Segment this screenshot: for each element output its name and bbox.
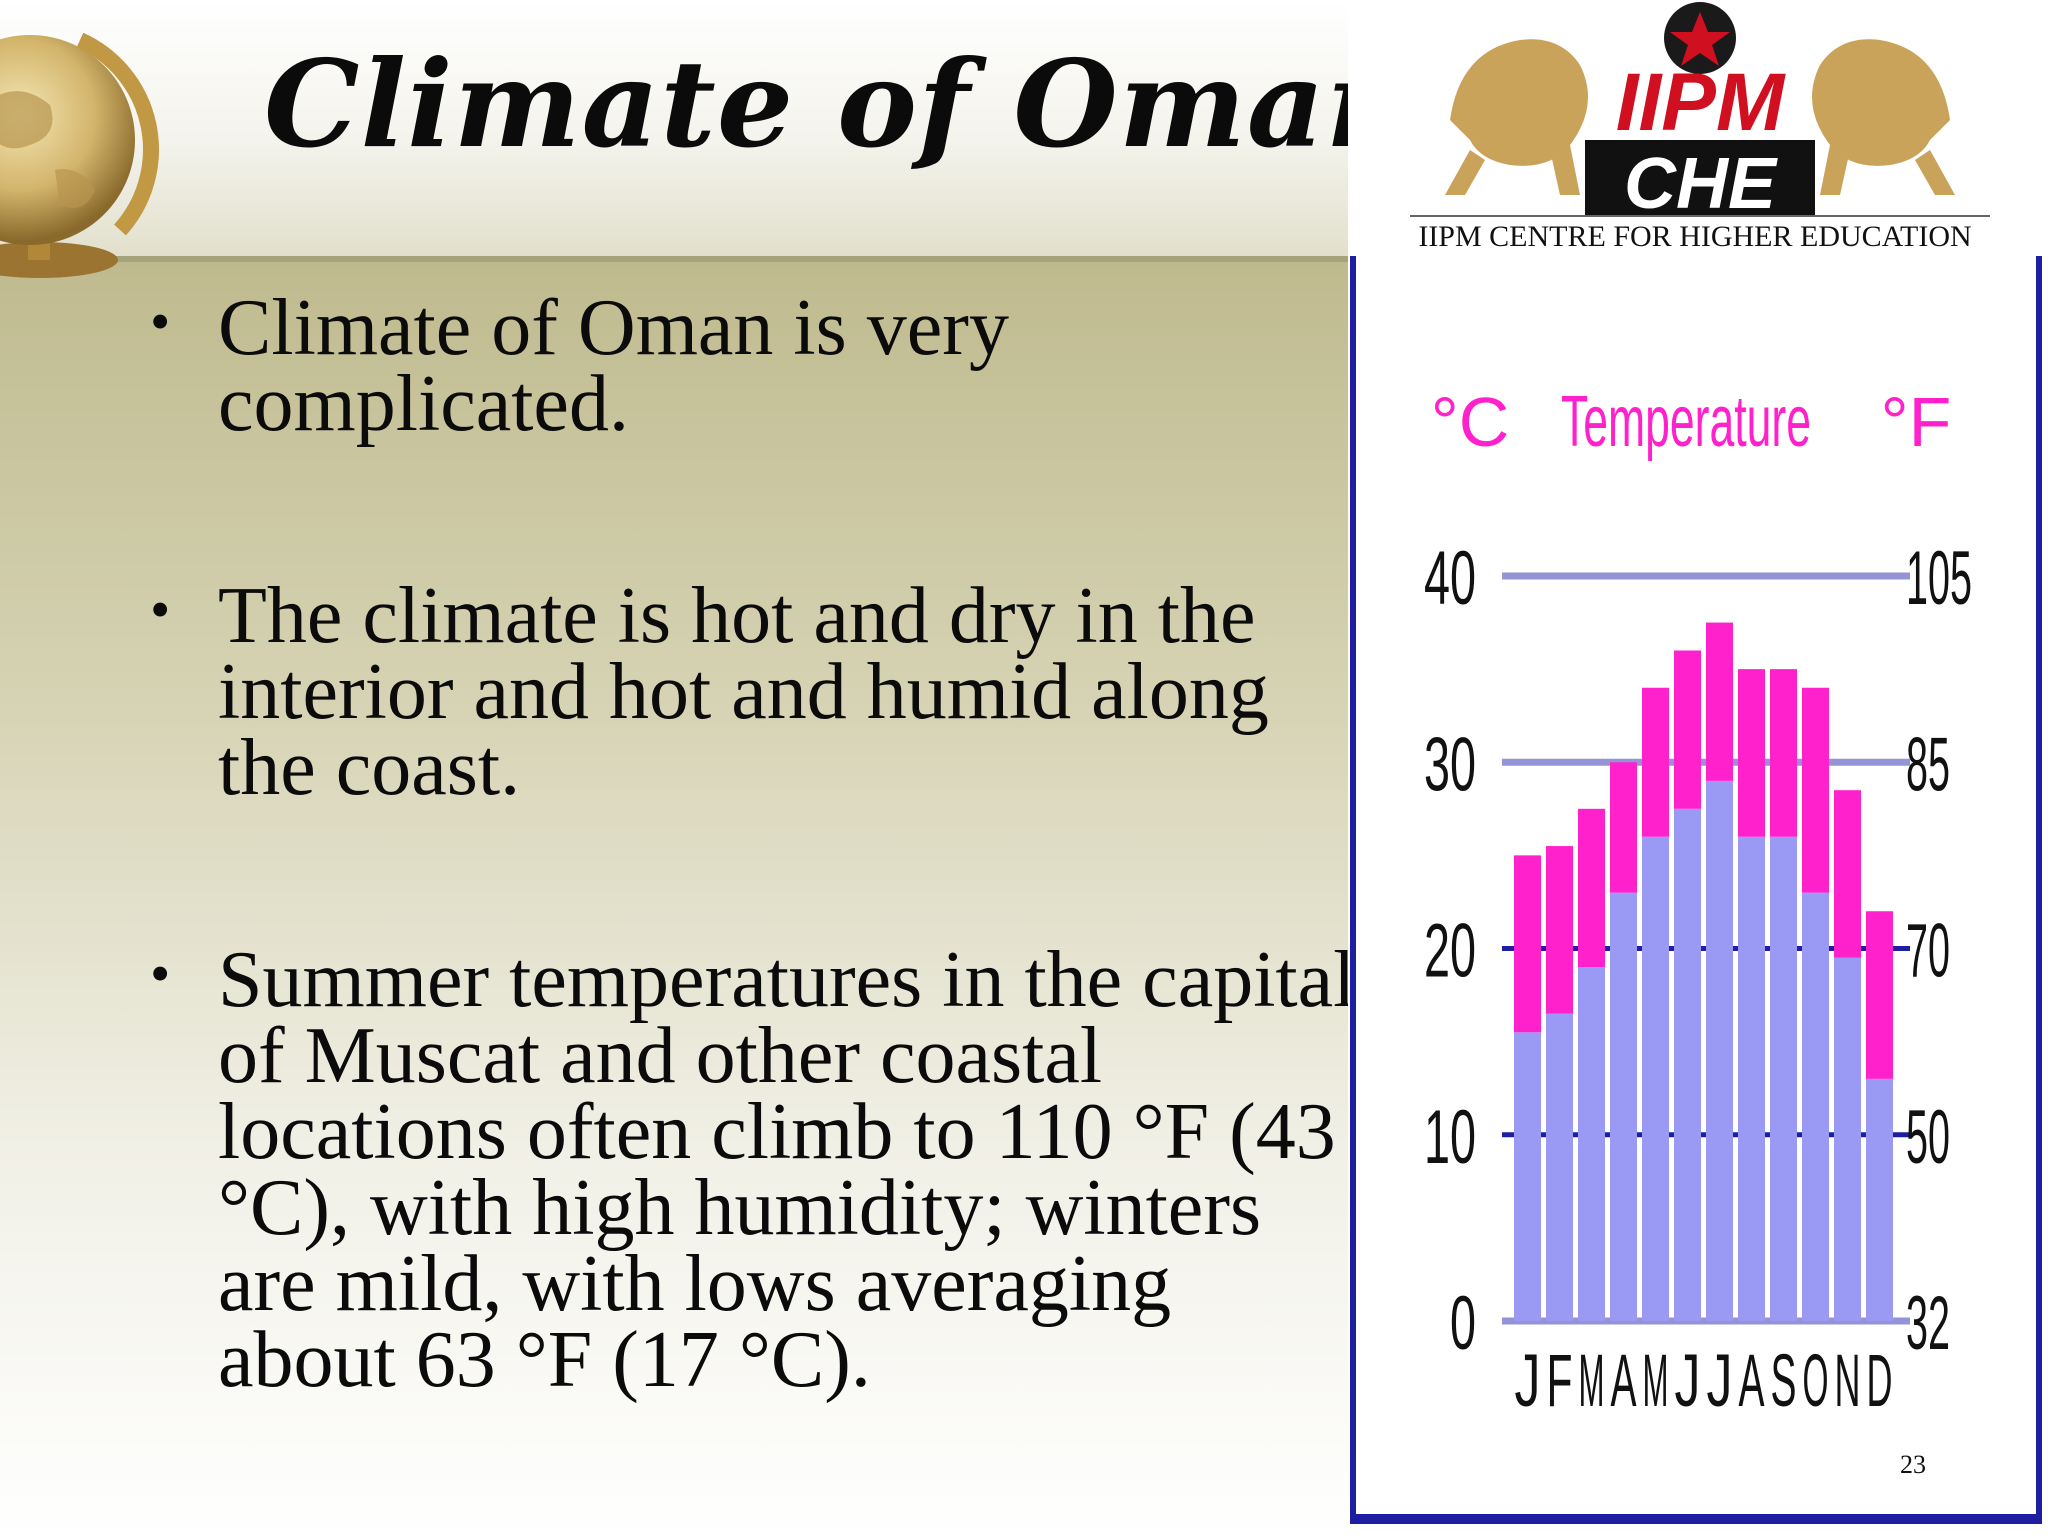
bar-min bbox=[1610, 892, 1637, 1321]
bar-min bbox=[1546, 1013, 1573, 1321]
bar-max bbox=[1834, 790, 1861, 958]
month-label: O bbox=[1803, 1339, 1829, 1422]
bar-min bbox=[1642, 836, 1669, 1321]
month-label: N bbox=[1835, 1339, 1861, 1422]
month-label: A bbox=[1611, 1339, 1637, 1422]
slide-title: Climate of Oman bbox=[264, 34, 1414, 175]
month-label: J bbox=[1707, 1339, 1733, 1422]
month-label: J bbox=[1675, 1339, 1701, 1422]
bar-min bbox=[1866, 1078, 1893, 1321]
month-label: M bbox=[1579, 1339, 1605, 1422]
bar-max bbox=[1770, 669, 1797, 837]
left-tick-label: 0 bbox=[1450, 1281, 1476, 1366]
bar-min bbox=[1802, 892, 1829, 1321]
right-tick-label: 105 bbox=[1906, 536, 1972, 621]
bar-min bbox=[1578, 967, 1605, 1321]
page-number: 23 bbox=[1900, 1450, 1926, 1479]
bar-min bbox=[1674, 808, 1701, 1321]
right-unit-label: °F bbox=[1881, 383, 1952, 461]
bar-max bbox=[1738, 669, 1765, 837]
title-band bbox=[0, 0, 1348, 262]
month-label: M bbox=[1643, 1339, 1669, 1422]
chart-title: Temperature bbox=[1561, 382, 1811, 462]
right-tick-label: 32 bbox=[1906, 1281, 1950, 1366]
bar-min bbox=[1514, 1032, 1541, 1321]
month-label: S bbox=[1771, 1339, 1797, 1422]
logo-text-bottom: CHE bbox=[1624, 144, 1778, 220]
bar-min bbox=[1834, 957, 1861, 1321]
bar-max bbox=[1706, 622, 1733, 781]
bar-max bbox=[1578, 808, 1605, 968]
bullet-item: Summer temperatures in the capital of Mu… bbox=[150, 936, 1358, 1400]
bullet-list: Climate of Oman is very complicated. The… bbox=[150, 284, 1355, 1534]
bar-max bbox=[1674, 650, 1701, 809]
bar-max bbox=[1546, 846, 1573, 1014]
right-tick-label: 50 bbox=[1906, 1095, 1950, 1180]
month-label: J bbox=[1515, 1339, 1541, 1422]
left-tick-label: 40 bbox=[1424, 536, 1476, 621]
logo-text-top: IIPM bbox=[1616, 57, 1786, 148]
right-tick-label: 85 bbox=[1906, 722, 1950, 807]
iipm-logo: IIPM CHE bbox=[1410, 2, 1990, 220]
bar-max bbox=[1514, 855, 1541, 1033]
bar-max bbox=[1802, 687, 1829, 893]
bullet-item: Climate of Oman is very complicated. bbox=[150, 284, 1078, 444]
bullet-item: The climate is hot and dry in the interi… bbox=[150, 572, 1358, 808]
left-tick-label: 20 bbox=[1424, 909, 1476, 994]
right-tick-label: 70 bbox=[1906, 909, 1950, 994]
bar-min bbox=[1738, 836, 1765, 1321]
month-label: D bbox=[1867, 1339, 1893, 1422]
bar-max bbox=[1610, 762, 1637, 893]
bar-min bbox=[1770, 836, 1797, 1321]
globe-icon bbox=[0, 32, 159, 278]
bar-max bbox=[1642, 687, 1669, 837]
logo-caption: IIPM CENTRE FOR HIGHER EDUCATION bbox=[1418, 220, 1972, 253]
left-unit-label: °C bbox=[1431, 383, 1510, 461]
month-label: A bbox=[1739, 1339, 1765, 1422]
bar-min bbox=[1706, 780, 1733, 1321]
bar-max bbox=[1866, 911, 1893, 1079]
chart-frame bbox=[1350, 256, 2042, 1524]
left-tick-label: 30 bbox=[1424, 722, 1476, 807]
left-tick-label: 10 bbox=[1424, 1095, 1476, 1180]
month-label: F bbox=[1547, 1339, 1573, 1422]
